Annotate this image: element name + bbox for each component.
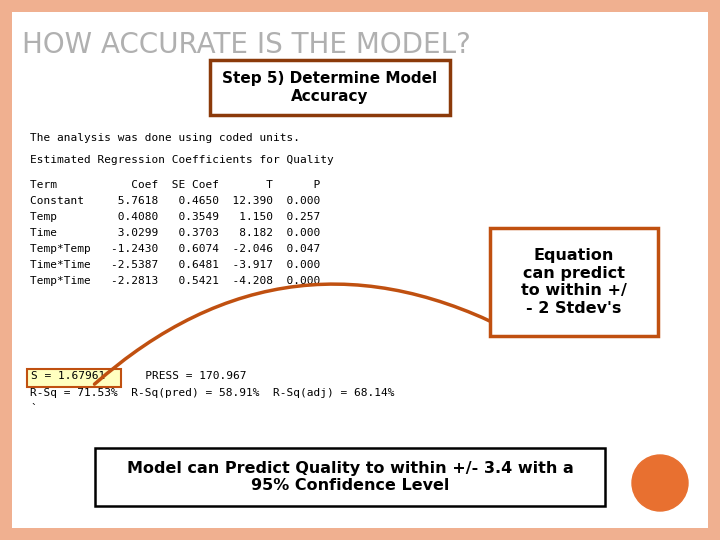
Text: `: `	[30, 404, 37, 414]
FancyBboxPatch shape	[210, 60, 450, 115]
Text: Temp         0.4080   0.3549   1.150  0.257: Temp 0.4080 0.3549 1.150 0.257	[30, 212, 320, 222]
Text: Time*Time   -2.5387   0.6481  -3.917  0.000: Time*Time -2.5387 0.6481 -3.917 0.000	[30, 260, 320, 270]
Text: S = 1.67961: S = 1.67961	[31, 371, 105, 381]
FancyBboxPatch shape	[27, 369, 121, 387]
Text: Temp*Temp   -1.2430   0.6074  -2.046  0.047: Temp*Temp -1.2430 0.6074 -2.046 0.047	[30, 244, 320, 254]
Text: Model can Predict Quality to within +/- 3.4 with a
95% Confidence Level: Model can Predict Quality to within +/- …	[127, 461, 573, 493]
Text: R-Sq = 71.53%  R-Sq(pred) = 58.91%  R-Sq(adj) = 68.14%: R-Sq = 71.53% R-Sq(pred) = 58.91% R-Sq(a…	[30, 388, 395, 398]
Text: Estimated Regression Coefficients for Quality: Estimated Regression Coefficients for Qu…	[30, 155, 334, 165]
FancyBboxPatch shape	[12, 12, 708, 528]
FancyArrowPatch shape	[94, 284, 518, 384]
Circle shape	[632, 455, 688, 511]
Text: Step 5) Determine Model
Accuracy: Step 5) Determine Model Accuracy	[222, 71, 438, 104]
Text: PRESS = 170.967: PRESS = 170.967	[125, 371, 246, 381]
Text: Temp*Time   -2.2813   0.5421  -4.208  0.000: Temp*Time -2.2813 0.5421 -4.208 0.000	[30, 276, 320, 286]
Text: Constant     5.7618   0.4650  12.390  0.000: Constant 5.7618 0.4650 12.390 0.000	[30, 196, 320, 206]
Text: HOW ACCURATE IS THE MODEL?: HOW ACCURATE IS THE MODEL?	[22, 31, 471, 59]
FancyBboxPatch shape	[490, 228, 658, 336]
FancyBboxPatch shape	[95, 448, 605, 506]
Text: Equation
can predict
to within +/
- 2 Stdev's: Equation can predict to within +/ - 2 St…	[521, 248, 627, 315]
Text: The analysis was done using coded units.: The analysis was done using coded units.	[30, 133, 300, 143]
Text: Time         3.0299   0.3703   8.182  0.000: Time 3.0299 0.3703 8.182 0.000	[30, 228, 320, 238]
Text: Term           Coef  SE Coef       T      P: Term Coef SE Coef T P	[30, 180, 320, 190]
